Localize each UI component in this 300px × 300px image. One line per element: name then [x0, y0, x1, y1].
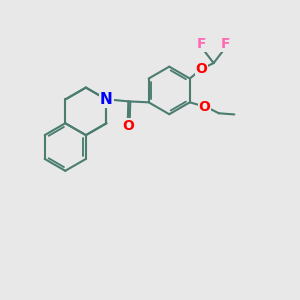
Text: F: F: [221, 37, 231, 51]
Text: O: O: [122, 118, 134, 133]
Text: F: F: [196, 37, 206, 51]
Text: O: O: [195, 62, 207, 76]
Text: N: N: [100, 92, 113, 107]
Text: O: O: [199, 100, 211, 114]
